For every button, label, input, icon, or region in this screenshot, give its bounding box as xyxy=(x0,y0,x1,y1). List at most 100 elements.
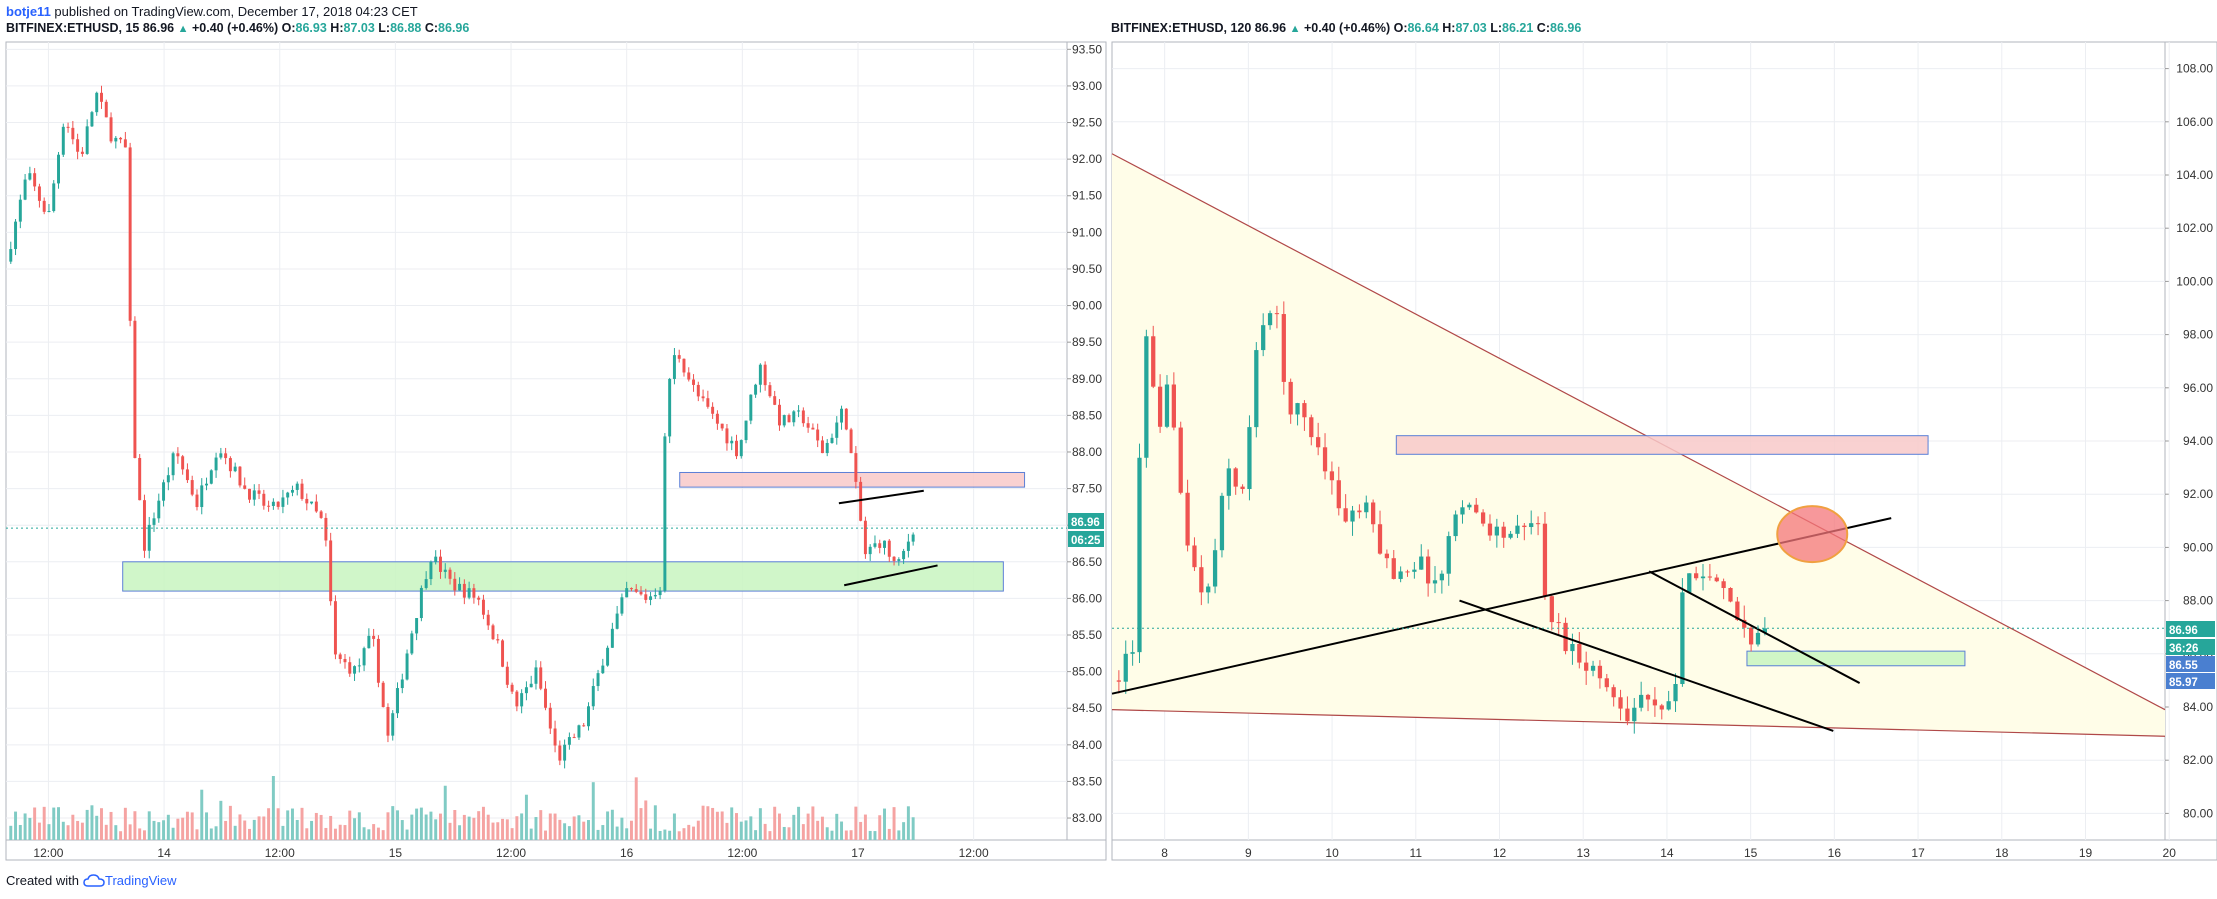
candle[interactable] xyxy=(505,661,509,689)
candle[interactable] xyxy=(1432,566,1438,594)
candle[interactable] xyxy=(443,563,447,579)
candle[interactable] xyxy=(1645,693,1651,712)
candle[interactable] xyxy=(591,678,595,710)
candle[interactable] xyxy=(190,475,194,497)
candle[interactable] xyxy=(1694,566,1699,581)
candle[interactable] xyxy=(1233,467,1238,495)
candle[interactable] xyxy=(539,661,543,691)
candle[interactable] xyxy=(329,532,333,606)
candle[interactable] xyxy=(1151,325,1156,389)
candle[interactable] xyxy=(152,512,156,532)
candle[interactable] xyxy=(763,361,767,391)
candle[interactable] xyxy=(1563,617,1568,655)
candle[interactable] xyxy=(515,690,519,712)
candle[interactable] xyxy=(1377,510,1383,555)
candle[interactable] xyxy=(353,665,357,681)
candle[interactable] xyxy=(696,381,700,402)
candle[interactable] xyxy=(730,436,734,451)
candle[interactable] xyxy=(820,436,824,454)
candle[interactable] xyxy=(467,581,471,600)
candle[interactable] xyxy=(37,183,41,208)
candle[interactable] xyxy=(66,122,70,133)
candle[interactable] xyxy=(262,489,266,510)
candle[interactable] xyxy=(295,481,299,496)
candle[interactable] xyxy=(1185,479,1190,552)
candle[interactable] xyxy=(415,618,419,641)
candle[interactable] xyxy=(744,420,748,444)
candle[interactable] xyxy=(544,681,547,711)
candle[interactable] xyxy=(1556,613,1561,635)
candle[interactable] xyxy=(610,622,614,648)
candle[interactable] xyxy=(706,390,710,409)
candle[interactable] xyxy=(477,595,481,606)
candle[interactable] xyxy=(811,423,815,430)
candle[interactable] xyxy=(878,539,882,554)
candle[interactable] xyxy=(396,682,399,719)
support-zone[interactable] xyxy=(1746,650,1966,667)
candle[interactable] xyxy=(333,595,337,660)
candle[interactable] xyxy=(1501,521,1506,548)
candle[interactable] xyxy=(1487,514,1493,541)
candle[interactable] xyxy=(453,572,457,596)
candle[interactable] xyxy=(1611,684,1616,707)
candle[interactable] xyxy=(310,501,314,505)
candle[interactable] xyxy=(653,588,657,600)
candle[interactable] xyxy=(1247,415,1252,501)
candle[interactable] xyxy=(162,479,166,507)
candle[interactable] xyxy=(486,609,490,630)
candle[interactable] xyxy=(119,136,123,144)
candle[interactable] xyxy=(109,112,113,144)
candle[interactable] xyxy=(33,168,37,192)
candle[interactable] xyxy=(438,549,442,579)
candle[interactable] xyxy=(777,399,781,431)
candle[interactable] xyxy=(209,469,213,485)
tradingview-logo[interactable]: TradingView xyxy=(83,873,177,888)
candle[interactable] xyxy=(1494,518,1499,548)
candle[interactable] xyxy=(71,120,75,145)
candle[interactable] xyxy=(434,550,438,565)
candle[interactable] xyxy=(1728,587,1733,603)
candle[interactable] xyxy=(739,439,743,459)
candle[interactable] xyxy=(1261,313,1266,357)
candle[interactable] xyxy=(797,405,801,418)
candle[interactable] xyxy=(205,477,209,491)
candle[interactable] xyxy=(892,556,896,566)
candle[interactable] xyxy=(23,174,27,201)
candle[interactable] xyxy=(372,628,376,647)
candle[interactable] xyxy=(1274,305,1280,329)
candle[interactable] xyxy=(52,180,56,213)
candle[interactable] xyxy=(133,316,137,459)
resistance-zone[interactable] xyxy=(679,471,1026,488)
candle[interactable] xyxy=(171,451,175,481)
candle[interactable] xyxy=(176,447,180,464)
candle[interactable] xyxy=(1687,573,1692,593)
candle[interactable] xyxy=(200,478,204,515)
candle[interactable] xyxy=(76,133,80,160)
candle[interactable] xyxy=(257,484,261,500)
candle[interactable] xyxy=(1590,660,1596,677)
highlight-circle[interactable] xyxy=(1776,505,1849,564)
candle[interactable] xyxy=(281,489,285,514)
candle[interactable] xyxy=(1384,549,1390,569)
candle[interactable] xyxy=(1700,563,1706,591)
candle[interactable] xyxy=(854,446,858,489)
candle[interactable] xyxy=(1350,505,1355,536)
candle[interactable] xyxy=(1405,569,1410,577)
candle[interactable] xyxy=(1577,632,1582,669)
candle[interactable] xyxy=(1529,510,1534,535)
candle[interactable] xyxy=(314,494,318,513)
candle[interactable] xyxy=(1123,640,1128,694)
candle[interactable] xyxy=(849,427,853,454)
candle[interactable] xyxy=(85,119,89,155)
candle[interactable] xyxy=(1412,562,1417,579)
candle[interactable] xyxy=(1309,414,1314,446)
candle[interactable] xyxy=(1212,538,1218,594)
trendline[interactable] xyxy=(838,489,924,505)
candle[interactable] xyxy=(1137,443,1142,663)
candle[interactable] xyxy=(902,548,906,565)
candle[interactable] xyxy=(1652,687,1658,717)
chart-panel-120m[interactable]: 108.00 106.00 104.00 102.00 100.00 98.00 96.00… xyxy=(1111,41,2217,861)
candle[interactable] xyxy=(1295,402,1300,426)
candle[interactable] xyxy=(572,733,576,739)
